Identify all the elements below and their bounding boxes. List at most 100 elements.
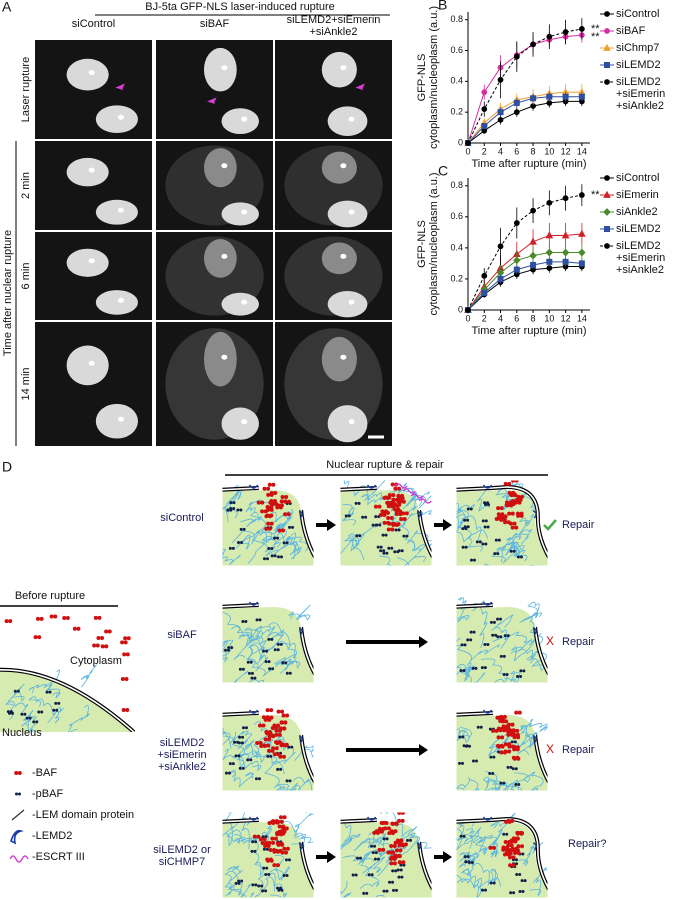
baf-dot bbox=[287, 499, 292, 504]
y-tick-label: 0.2 bbox=[450, 107, 463, 117]
baf-dot bbox=[391, 503, 396, 508]
legend-label: siLEMD2 bbox=[616, 223, 661, 235]
baf-dot bbox=[503, 520, 508, 525]
pbaf-dot bbox=[52, 708, 56, 712]
baf-dot bbox=[504, 819, 509, 824]
pbaf-dot bbox=[246, 758, 250, 762]
baf-dot bbox=[267, 526, 272, 531]
marker bbox=[513, 109, 520, 116]
chromatin bbox=[459, 851, 476, 876]
baf-dot bbox=[504, 500, 509, 505]
nucleus-cell bbox=[222, 597, 314, 683]
baf-dot bbox=[264, 526, 269, 531]
nucleus-cell bbox=[340, 480, 432, 566]
baf-dot bbox=[374, 829, 379, 834]
chromatin bbox=[237, 739, 260, 761]
chromatin bbox=[273, 516, 302, 560]
legend-label: siBAF bbox=[616, 25, 646, 37]
envelope-lumen bbox=[456, 486, 548, 558]
fail-mark: X bbox=[546, 634, 554, 648]
baf-dot bbox=[14, 771, 19, 775]
baf-dot bbox=[503, 514, 508, 519]
y-tick-label: 0.8 bbox=[450, 14, 463, 24]
nucleus bbox=[95, 290, 138, 315]
marker bbox=[513, 99, 520, 106]
pbaf-dot bbox=[361, 515, 365, 519]
baf-dot bbox=[388, 500, 393, 505]
pbaf-dot bbox=[519, 669, 523, 673]
baf-dot bbox=[279, 499, 284, 504]
baf-dot bbox=[391, 493, 396, 498]
pbaf-dot bbox=[467, 860, 471, 864]
pbaf-dot bbox=[463, 855, 467, 859]
pbaf-dot bbox=[237, 540, 241, 544]
baf-dot bbox=[126, 636, 131, 641]
chromatin bbox=[484, 771, 502, 791]
marker bbox=[578, 192, 585, 198]
marker bbox=[603, 208, 611, 216]
x-axis-label: Time after rupture (min) bbox=[471, 158, 586, 170]
baf-dot bbox=[491, 728, 496, 733]
pbaf-dot bbox=[483, 643, 487, 647]
nucleolus bbox=[348, 209, 355, 215]
pbaf-dot bbox=[505, 672, 509, 676]
chromatin bbox=[233, 625, 272, 660]
marker bbox=[465, 307, 471, 313]
legend-label-box: siLEMD2 +siEmerin +siAnkle2 bbox=[616, 240, 665, 276]
legend-label-box: siChmp7 bbox=[616, 42, 659, 54]
baf-dot bbox=[266, 844, 271, 849]
pbaf-dot bbox=[276, 555, 280, 559]
x-tick-label: 10 bbox=[544, 313, 554, 323]
pbaf-dot bbox=[232, 501, 236, 505]
baf-dot bbox=[385, 500, 390, 505]
pbaf-dot bbox=[408, 838, 412, 842]
nucleus bbox=[327, 290, 368, 318]
pbaf-dot bbox=[262, 649, 266, 653]
baf-dot bbox=[397, 854, 402, 859]
baf-dot bbox=[401, 860, 406, 865]
pbaf-dot bbox=[32, 720, 36, 724]
nucleolus bbox=[348, 299, 355, 305]
chromatin bbox=[519, 723, 548, 733]
chromatin bbox=[222, 491, 240, 523]
baf-dot bbox=[519, 513, 524, 518]
pbaf-dot bbox=[397, 528, 401, 532]
baf-dot bbox=[383, 820, 388, 825]
pbaf-dot bbox=[463, 643, 467, 647]
baf-dot bbox=[271, 840, 276, 845]
pbaf-dot bbox=[370, 873, 374, 877]
x-tick-label: 6 bbox=[514, 313, 519, 323]
chromatin bbox=[518, 514, 534, 545]
nucleus-cell bbox=[456, 812, 548, 898]
pbaf-dot bbox=[483, 666, 487, 670]
pbaf-dot bbox=[250, 671, 254, 675]
chromatin bbox=[231, 528, 279, 557]
pbaf-dot bbox=[18, 792, 21, 796]
x-tick-label: 0 bbox=[465, 313, 470, 323]
lemd2 bbox=[248, 709, 303, 744]
column-label-box: siBAF bbox=[200, 18, 229, 30]
baf-dot bbox=[278, 754, 283, 759]
baf-dot bbox=[509, 503, 514, 508]
chromatin bbox=[456, 875, 501, 889]
chromatin bbox=[243, 627, 265, 655]
pbaf-dot bbox=[388, 880, 392, 884]
pbaf-dot bbox=[400, 875, 404, 879]
chromatin bbox=[508, 542, 526, 558]
baf-dot bbox=[280, 709, 285, 714]
chromatin bbox=[529, 866, 548, 897]
pbaf-dot bbox=[462, 669, 466, 673]
pbaf-dot bbox=[57, 701, 61, 705]
baf-dot bbox=[278, 815, 283, 820]
chromatin bbox=[360, 480, 388, 506]
nucleus bbox=[221, 407, 259, 440]
marker bbox=[578, 229, 586, 237]
pbaf-dot bbox=[270, 554, 274, 558]
nucleolus bbox=[221, 253, 228, 259]
baf-dot bbox=[513, 850, 518, 855]
baf-dot bbox=[514, 525, 519, 530]
pbaf-dot bbox=[251, 840, 255, 844]
pbaf-dot bbox=[502, 672, 506, 676]
pbaf-dot bbox=[375, 523, 379, 527]
pbaf-dot bbox=[262, 866, 266, 870]
